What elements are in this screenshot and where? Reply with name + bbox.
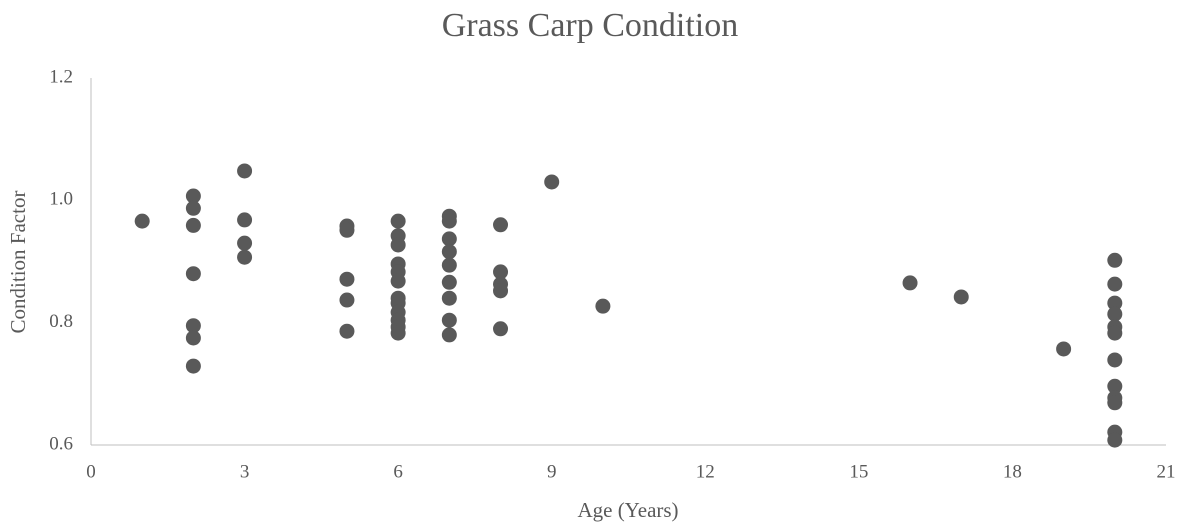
point [1107,306,1123,322]
point [441,213,457,229]
chart-title: Grass Carp Condition [442,7,739,44]
y-tick-label: 0.8 [49,311,73,332]
point [1107,276,1123,292]
point [493,321,509,337]
point [237,249,253,265]
point [595,298,611,314]
y-axis-label: Condition Factor [6,191,30,334]
point [237,212,253,228]
point [390,325,406,341]
y-tick-label: 1.0 [49,189,73,210]
point [1107,325,1123,341]
point [339,323,355,339]
x-tick-label: 3 [240,461,250,482]
point [441,290,457,306]
point [237,235,253,251]
point [390,273,406,289]
point [185,188,201,204]
point [185,200,201,216]
point [390,237,406,253]
point [185,358,201,374]
point [441,312,457,328]
point [185,318,201,334]
point [390,213,406,229]
point [441,274,457,290]
y-tick-label: 1.2 [49,66,73,87]
point [1107,395,1123,411]
point [339,292,355,308]
x-tick-label: 12 [696,461,715,482]
point [441,327,457,343]
x-axis-label: Age (Years) [577,498,678,522]
point [185,330,201,346]
y-tick-label: 0.6 [49,433,73,454]
point [441,244,457,260]
point [544,174,560,190]
point [185,217,201,233]
point [339,271,355,287]
x-tick-label: 15 [849,461,868,482]
x-tick-label: 6 [393,461,403,482]
x-tick-label: 21 [1157,461,1176,482]
point [1107,432,1123,448]
point [1107,352,1123,368]
point [493,217,509,233]
point [493,283,509,299]
point [1107,378,1123,394]
point [902,275,918,291]
point [185,266,201,282]
point [441,231,457,247]
point [134,213,150,229]
point [339,222,355,238]
point [1056,341,1072,357]
point [441,257,457,273]
point [237,163,253,179]
x-tick-label: 18 [1003,461,1022,482]
x-tick-label: 0 [86,461,96,482]
point [1107,252,1123,268]
point [953,289,969,305]
x-tick-label: 9 [547,461,557,482]
point [493,264,509,280]
point [1107,295,1123,311]
